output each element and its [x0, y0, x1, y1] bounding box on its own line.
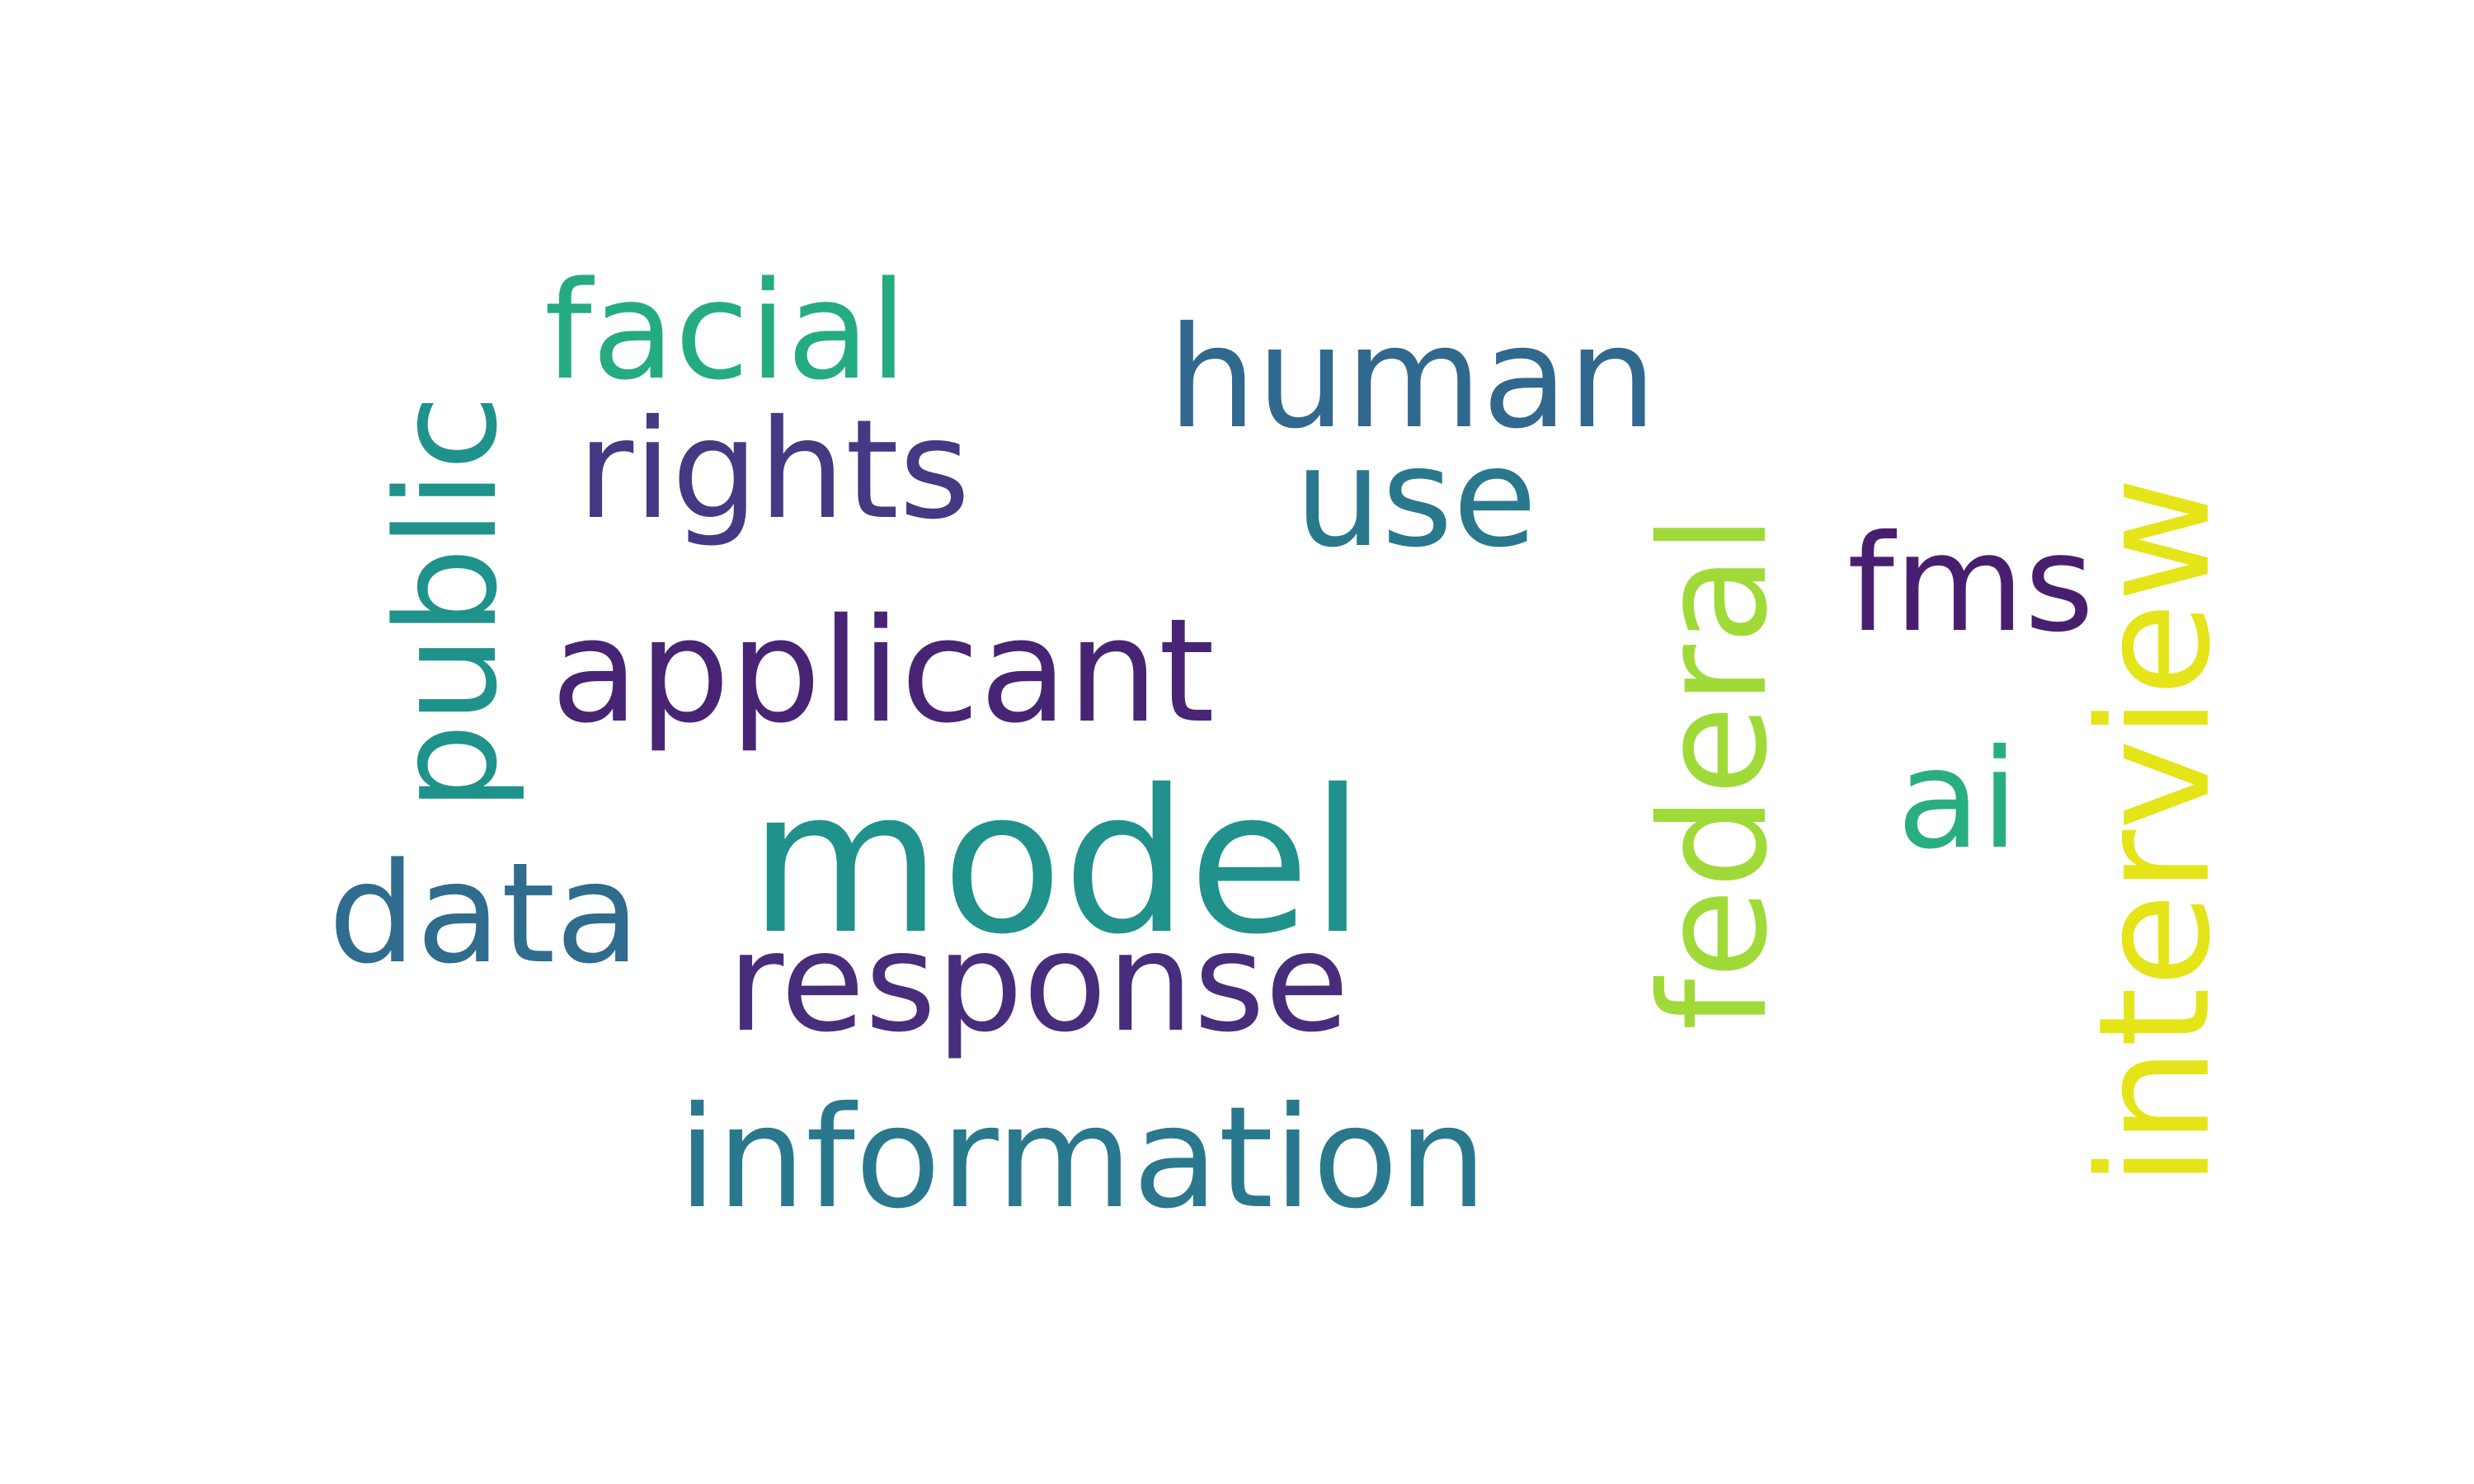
word-information: information	[678, 1077, 1488, 1240]
word-applicant: applicant	[551, 588, 1216, 755]
word-facial: facial	[544, 252, 908, 410]
word-data: data	[328, 833, 641, 994]
word-public: public	[366, 394, 528, 811]
word-ai: ai	[1897, 721, 2019, 880]
word-fms: fms	[1847, 507, 2095, 662]
word-interview: interview	[2065, 477, 2244, 1187]
word-federal: federal	[1629, 514, 1799, 1031]
word-rights: rights	[577, 391, 971, 550]
word-model: model	[749, 747, 1366, 978]
word-response: response	[727, 904, 1349, 1063]
word-human: human	[1168, 297, 1658, 460]
word-use: use	[1295, 419, 1537, 578]
